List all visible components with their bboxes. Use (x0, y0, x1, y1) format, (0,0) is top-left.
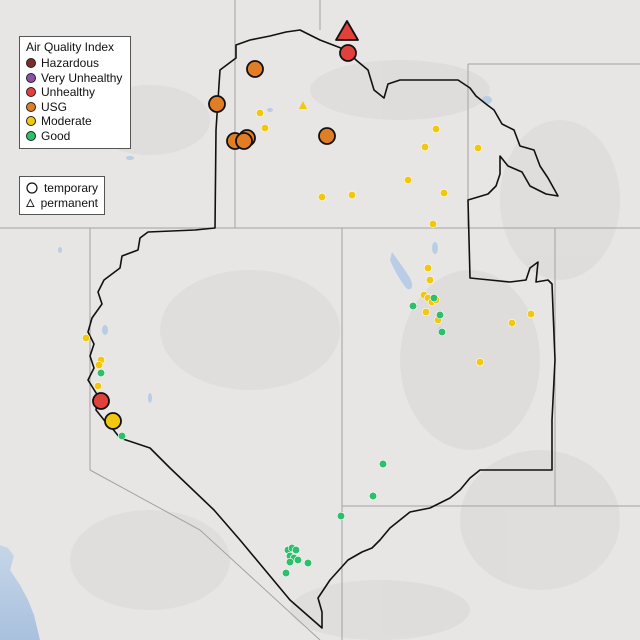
monitor-dot (435, 310, 445, 320)
legend-label: Moderate (41, 114, 92, 129)
legend-label: temporary (43, 181, 98, 196)
monitor-dot (378, 459, 388, 469)
monitor-dot (428, 219, 438, 229)
monitor-type-legend: temporary permanent (19, 176, 105, 215)
legend-item-unhealthy: Unhealthy (26, 85, 124, 100)
monitor-dot (93, 381, 103, 391)
legend-item-good: Good (26, 129, 124, 144)
monitor-dot (368, 491, 378, 501)
unhealthy-swatch-icon (26, 87, 36, 98)
monitor-dot (291, 545, 301, 555)
monitor-marker (104, 412, 122, 430)
region-boundary (87, 29, 559, 629)
monitor-dot (473, 143, 483, 153)
monitor-marker (235, 132, 253, 150)
monitor-dot (408, 301, 418, 311)
large-monitor-markers (92, 20, 359, 430)
pacific-ocean (0, 545, 40, 640)
circle-icon (26, 182, 38, 194)
hazardous-swatch-icon (26, 58, 36, 69)
monitor-dot (260, 123, 270, 133)
legend-item-very-unhealthy: Very Unhealthy (26, 71, 124, 86)
monitor-marker (92, 392, 110, 410)
monitor-dot (96, 368, 106, 378)
very-unhealthy-swatch-icon (26, 72, 36, 83)
legend-item-permanent: permanent (26, 196, 98, 211)
monitor-dot (437, 327, 447, 337)
monitor-marker (208, 95, 226, 113)
usg-swatch-icon (26, 101, 36, 112)
monitor-triangle-marker (335, 20, 359, 41)
legend-label: Very Unhealthy (41, 70, 123, 85)
monitor-dot (429, 293, 439, 303)
terrain-shading (70, 60, 620, 640)
monitor-dot (317, 192, 327, 202)
monitor-dot (336, 511, 346, 521)
moderate-swatch-icon (26, 116, 36, 127)
legend-item-moderate: Moderate (26, 114, 124, 129)
monitor-dot (421, 307, 431, 317)
monitor-dot (439, 188, 449, 198)
legend-label: USG (41, 99, 68, 114)
monitor-dot (420, 142, 430, 152)
monitor-dot (507, 318, 517, 328)
monitor-marker (339, 44, 357, 62)
triangle-icon (26, 198, 35, 207)
monitor-marker (246, 60, 264, 78)
aqi-legend: Air Quality Index Hazardous Very Unhealt… (19, 36, 131, 149)
monitor-dot (285, 557, 295, 567)
aqi-legend-title: Air Quality Index (26, 40, 115, 54)
good-swatch-icon (26, 130, 36, 141)
legend-label: Unhealthy (41, 85, 96, 100)
legend-label: permanent (40, 195, 98, 210)
monitor-triangle (299, 101, 307, 109)
monitor-dot (94, 360, 104, 370)
monitor-dot (403, 175, 413, 185)
monitor-dot (526, 309, 536, 319)
legend-label: Good (41, 128, 71, 143)
monitor-dot (117, 431, 127, 441)
small-monitor-dots (81, 101, 536, 578)
legend-item-temporary: temporary (26, 181, 98, 196)
monitor-dot (423, 263, 433, 273)
monitor-marker (318, 127, 336, 145)
legend-label: Hazardous (41, 56, 100, 71)
monitor-dot (347, 190, 357, 200)
monitor-dot (425, 275, 435, 285)
legend-item-hazardous: Hazardous (26, 56, 124, 71)
monitor-dot (303, 558, 313, 568)
monitor-dot (81, 333, 91, 343)
legend-item-usg: USG (26, 100, 124, 115)
monitor-dot (255, 108, 265, 118)
monitor-dot (431, 124, 441, 134)
monitor-dot (281, 568, 291, 578)
monitor-dot (475, 357, 485, 367)
monitor-dot (293, 555, 303, 565)
